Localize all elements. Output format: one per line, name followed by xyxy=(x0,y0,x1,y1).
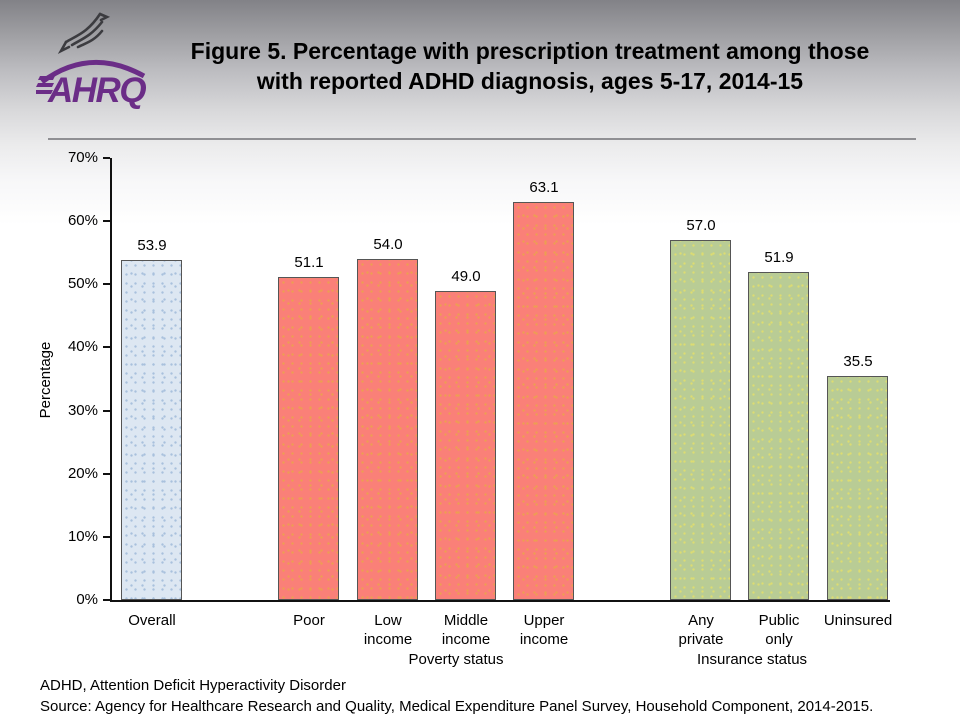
y-tick xyxy=(103,473,110,475)
bar-value-label-low-income: 54.0 xyxy=(373,236,403,253)
logo-arc xyxy=(40,59,146,85)
bar-value-label-middle-income: 49.0 xyxy=(451,268,481,285)
footnote-abbreviation: ADHD, Attention Deficit Hyperactivity Di… xyxy=(40,677,346,694)
x-axis-label-overall: Overall xyxy=(128,612,176,629)
slide-title-line1: Figure 5. Percentage with prescription t… xyxy=(190,38,870,64)
y-tick xyxy=(103,157,110,159)
y-tick xyxy=(103,410,110,412)
group-label-poverty-status: Poverty status xyxy=(408,651,504,668)
bar-value-label-poor: 51.1 xyxy=(294,254,324,271)
bar-value-label-any-private: 57.0 xyxy=(686,217,716,234)
footnote-source: Source: Agency for Healthcare Research a… xyxy=(40,698,874,715)
x-axis-line xyxy=(110,600,890,602)
y-tick-label: 50% xyxy=(67,275,98,292)
bar-upper-income xyxy=(513,202,574,600)
group-label-insurance-status: Insurance status xyxy=(696,651,808,668)
x-axis-label-poor: Poor xyxy=(293,612,325,629)
bar-value-label-public-only: 51.9 xyxy=(764,249,794,266)
y-tick-label: 60% xyxy=(67,212,98,229)
y-tick xyxy=(103,599,110,601)
ahrq-logo: AHRQ xyxy=(34,6,152,110)
y-axis-line xyxy=(110,158,112,602)
y-tick-label: 10% xyxy=(67,528,98,545)
x-axis-label-public-only: Public only xyxy=(758,612,800,648)
header-gradient-band xyxy=(0,0,960,250)
bar-public-only xyxy=(748,272,809,600)
y-tick xyxy=(103,283,110,285)
x-axis-label-low-income: Low income xyxy=(363,612,413,648)
bar-any-private xyxy=(670,240,731,600)
y-tick-label: 20% xyxy=(67,465,98,482)
x-axis-label-middle-income: Middle income xyxy=(441,612,491,648)
slide-title: Figure 5. Percentage with prescription t… xyxy=(110,36,950,96)
bar-uninsured xyxy=(827,376,888,600)
slide-title-line2: with reported ADHD diagnosis, ages 5-17,… xyxy=(256,68,804,94)
ahrq-logo-graphic: AHRQ xyxy=(34,12,148,110)
x-axis-label-upper-income: Upper income xyxy=(519,612,569,648)
hhs-eagle-icon xyxy=(57,12,111,55)
bar-middle-income xyxy=(435,291,496,600)
y-tick-label: 70% xyxy=(67,149,98,166)
y-tick-label: 30% xyxy=(67,402,98,419)
header-divider-line xyxy=(48,138,916,140)
y-tick xyxy=(103,220,110,222)
y-tick-label: 0% xyxy=(76,591,98,608)
bar-low-income xyxy=(357,259,418,600)
x-axis-label-uninsured: Uninsured xyxy=(823,612,893,629)
bar-value-label-uninsured: 35.5 xyxy=(843,353,873,370)
y-tick xyxy=(103,536,110,538)
bar-poor xyxy=(278,277,339,600)
y-tick-label: 40% xyxy=(67,338,98,355)
bar-value-label-upper-income: 63.1 xyxy=(529,179,559,196)
logo-text: AHRQ xyxy=(47,71,146,110)
bar-overall xyxy=(121,260,182,600)
logo-speed-lines xyxy=(34,76,55,94)
y-axis-title: Percentage xyxy=(37,341,54,419)
x-axis-label-any-private: Any private xyxy=(678,612,724,648)
y-tick xyxy=(103,346,110,348)
bar-value-label-overall: 53.9 xyxy=(137,237,167,254)
